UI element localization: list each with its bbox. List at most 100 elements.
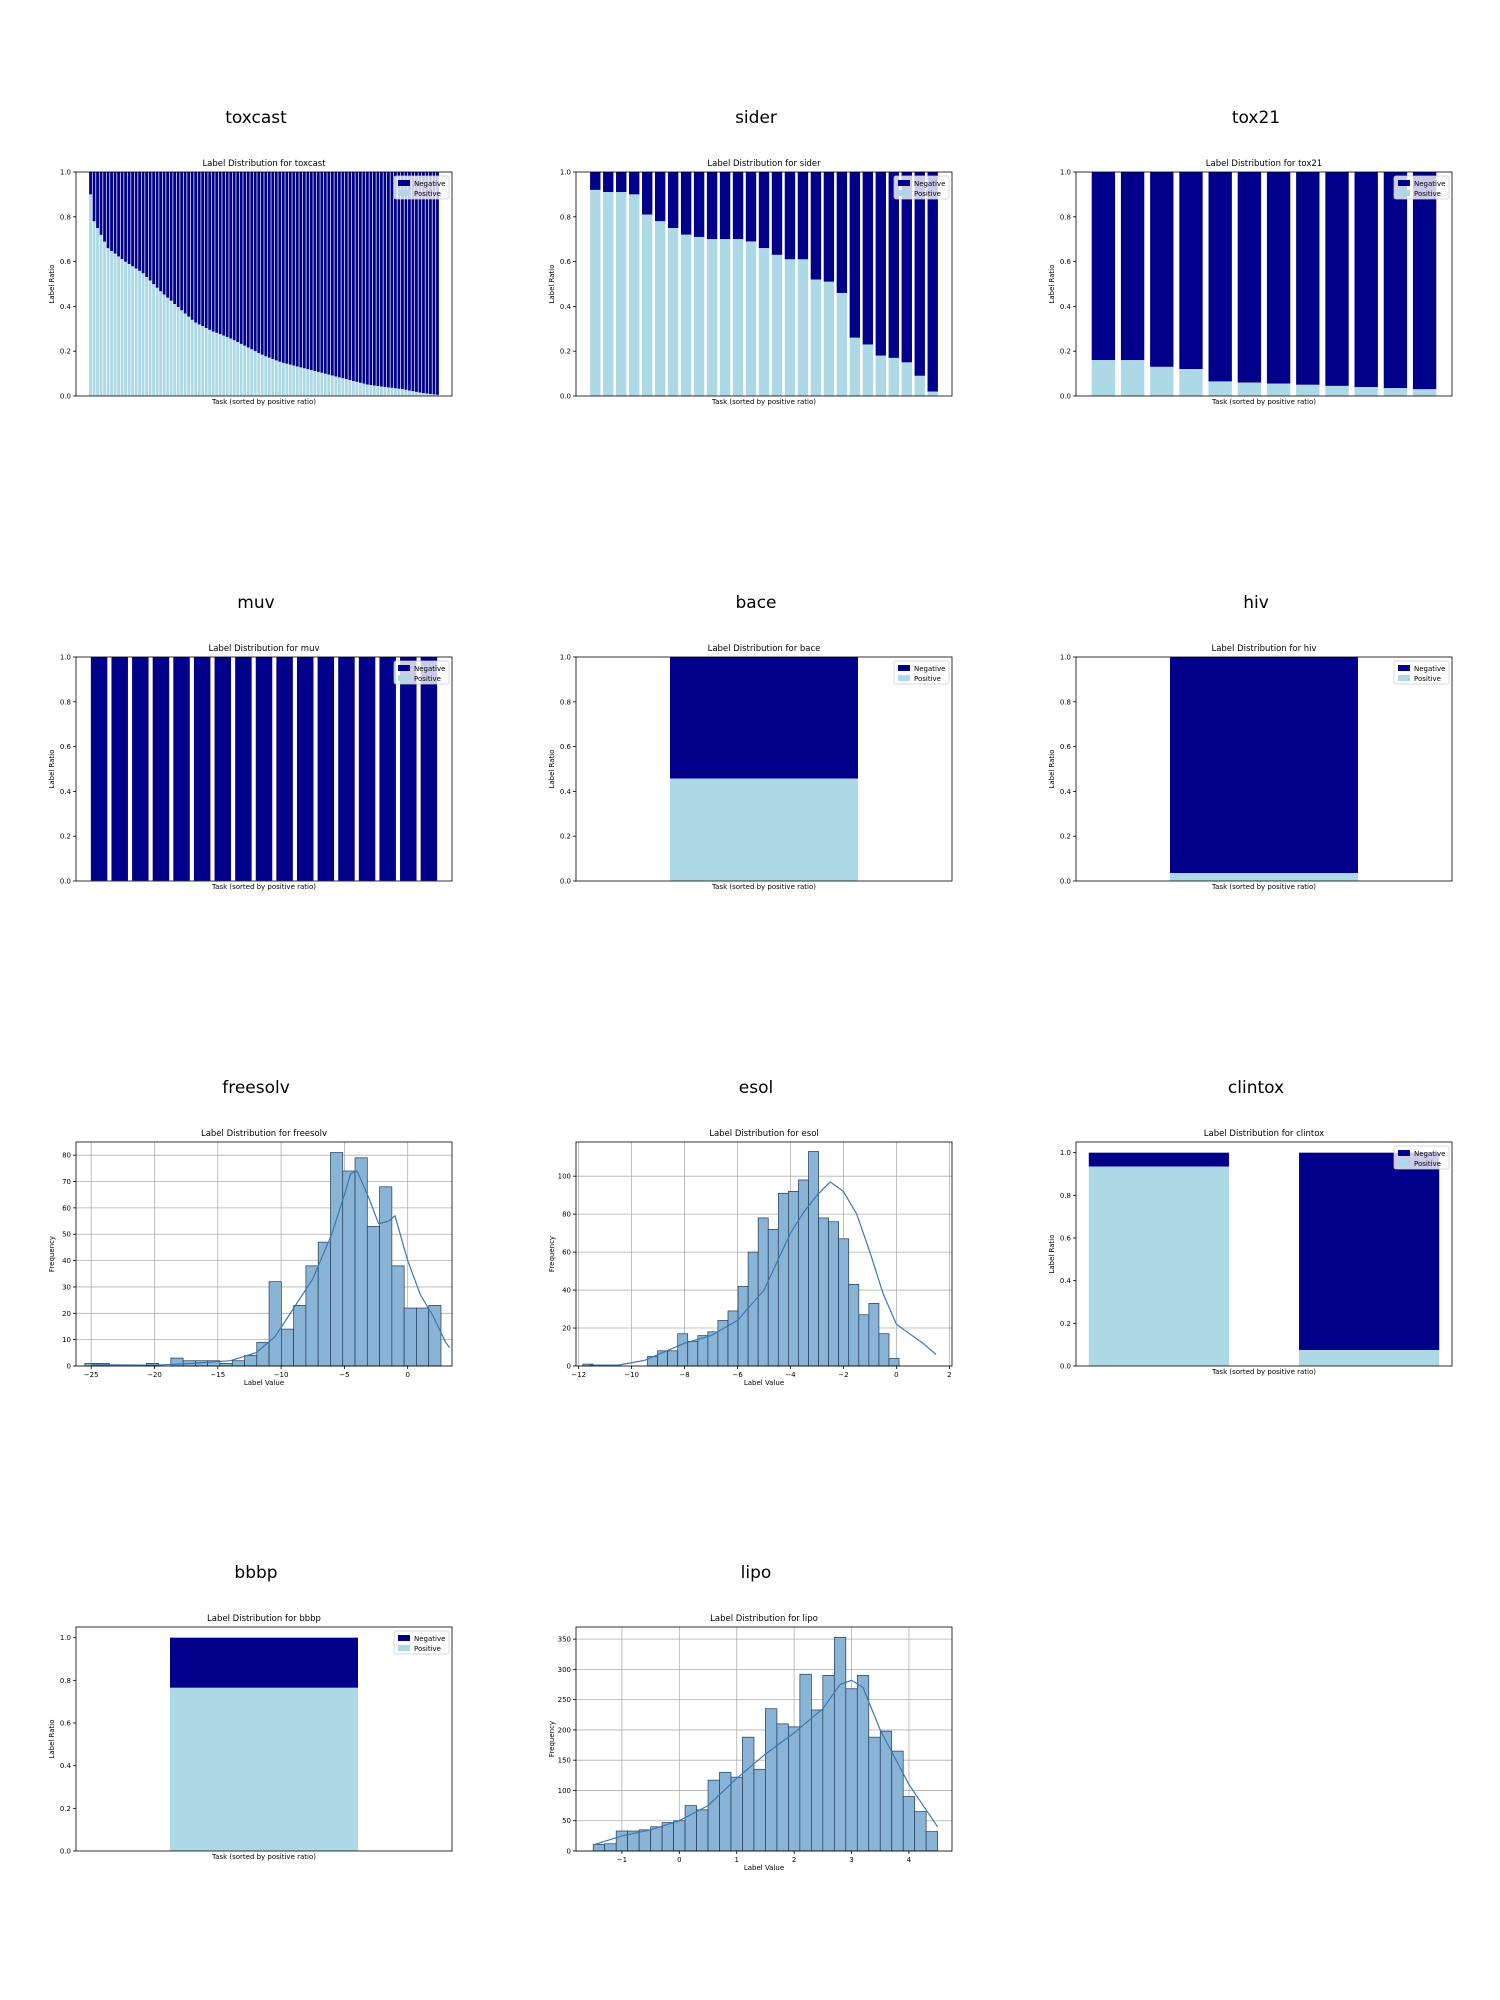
bar-positive <box>236 342 240 396</box>
bar-positive <box>295 366 299 396</box>
bar-negative <box>138 172 141 271</box>
bar-negative <box>334 172 338 377</box>
y-tick-label: 0.2 <box>60 833 71 841</box>
chart-title: Label Distribution for muv <box>208 644 319 654</box>
bar-positive <box>1325 385 1349 396</box>
chart-clintox: Label Distribution for clintox 0.0 0.2 0.4 0… <box>1048 1129 1453 1376</box>
bar-positive <box>888 357 899 396</box>
bar-negative <box>408 172 411 391</box>
y-tick-label: 0.0 <box>60 393 71 401</box>
bar-positive <box>1170 873 1358 881</box>
histogram-bar <box>379 1186 393 1367</box>
bar-negative <box>420 657 438 881</box>
y-tick-label: 0.4 <box>560 788 572 796</box>
legend-swatch-positive <box>898 190 910 196</box>
legend-label-negative: Negative <box>1414 1150 1445 1158</box>
y-tick-label: 200 <box>558 1726 571 1734</box>
histogram-bar <box>730 1776 743 1852</box>
y-tick-label: 0.6 <box>60 258 72 266</box>
kde-line <box>589 1181 937 1366</box>
legend-label-negative: Negative <box>414 665 445 673</box>
bar-positive <box>372 385 376 396</box>
bar-negative <box>667 172 679 228</box>
y-tick-label: 1.0 <box>1060 1149 1071 1157</box>
y-tick-label: 0.4 <box>1060 303 1072 311</box>
bar-positive <box>771 254 783 396</box>
histogram-bar <box>799 1673 812 1852</box>
legend-swatch-positive <box>398 190 410 196</box>
bar-positive <box>239 343 243 396</box>
bar-negative <box>316 172 320 372</box>
x-tick-label: 4 <box>907 1856 912 1864</box>
bar-negative <box>313 172 317 372</box>
bar-negative <box>106 172 110 249</box>
bar-negative <box>732 172 744 240</box>
legend-label-negative: Negative <box>1414 180 1445 188</box>
bar-negative <box>390 172 394 388</box>
histogram-bar <box>737 1285 749 1367</box>
bar-positive <box>271 359 275 396</box>
histogram-bar <box>822 1675 835 1852</box>
y-tick-label: 60 <box>62 1204 71 1212</box>
bar-negative <box>173 657 190 881</box>
bar-positive <box>358 382 362 396</box>
bar-positive <box>138 270 141 396</box>
bar-positive <box>422 393 425 396</box>
chart-bace: Label Distribution for bace 0.0 0.2 0.4 0.6 0… <box>548 644 953 891</box>
histogram-bar <box>604 1843 617 1852</box>
histogram-bar <box>742 1736 755 1852</box>
panel-title: sider <box>735 108 777 128</box>
panel-sider: sider Label Distribution for sider 0.0 0.2… <box>516 0 996 440</box>
histogram-bar <box>765 1708 778 1852</box>
y-tick-label: 0.0 <box>1060 393 1071 401</box>
bar-negative <box>306 172 310 370</box>
bar-negative <box>257 172 261 353</box>
y-tick-label: 0.6 <box>1060 258 1072 266</box>
x-tick-label: −12 <box>571 1371 586 1379</box>
y-tick-label: 30 <box>62 1283 71 1291</box>
bar-negative <box>888 172 899 358</box>
bar-negative <box>1383 172 1408 389</box>
bar-negative <box>281 172 285 363</box>
bar-positive <box>96 228 99 396</box>
bar-positive <box>316 371 320 396</box>
bar-positive <box>1208 381 1232 396</box>
bar-positive <box>394 388 397 396</box>
y-axis-label: Frequency <box>48 1236 56 1272</box>
bar-positive <box>292 365 296 396</box>
histogram-bar <box>707 1331 719 1367</box>
y-tick-label: 0.2 <box>1060 833 1071 841</box>
bar-positive <box>1120 360 1145 396</box>
bar-negative <box>299 172 303 368</box>
bar-negative <box>1296 172 1320 385</box>
histogram-bar <box>833 1636 847 1852</box>
bar-negative <box>145 172 149 277</box>
bar-negative <box>96 172 99 229</box>
y-axis-label: Label Ratio <box>48 749 56 788</box>
bar-negative <box>278 172 282 362</box>
bar-positive <box>197 324 201 396</box>
histogram-bar <box>878 1333 890 1367</box>
bar-negative <box>436 172 439 395</box>
panel-title: esol <box>738 1078 774 1098</box>
y-tick-label: 0.8 <box>60 213 71 221</box>
bar-negative <box>397 172 401 389</box>
y-tick-label: 1.0 <box>560 169 571 177</box>
bar-positive <box>823 281 835 396</box>
bar-negative <box>131 172 134 267</box>
bar-negative <box>132 657 149 881</box>
bar-positive <box>418 392 422 396</box>
bar-negative <box>341 172 345 379</box>
y-tick-label: 0.2 <box>60 348 71 356</box>
bar-negative <box>267 172 271 358</box>
histogram-bar <box>707 1779 720 1852</box>
y-tick-label: 1.0 <box>1060 169 1071 177</box>
y-tick-label: 60 <box>562 1249 571 1257</box>
x-tick-label: −20 <box>147 1371 162 1379</box>
bar-positive <box>706 239 718 396</box>
legend-label-positive: Positive <box>1414 1160 1441 1168</box>
histogram-bar <box>838 1238 850 1367</box>
chart-lipo: Label Distribution for lipo 0 50 100 150 200 2… <box>548 1614 953 1872</box>
bar-positive <box>169 300 173 396</box>
